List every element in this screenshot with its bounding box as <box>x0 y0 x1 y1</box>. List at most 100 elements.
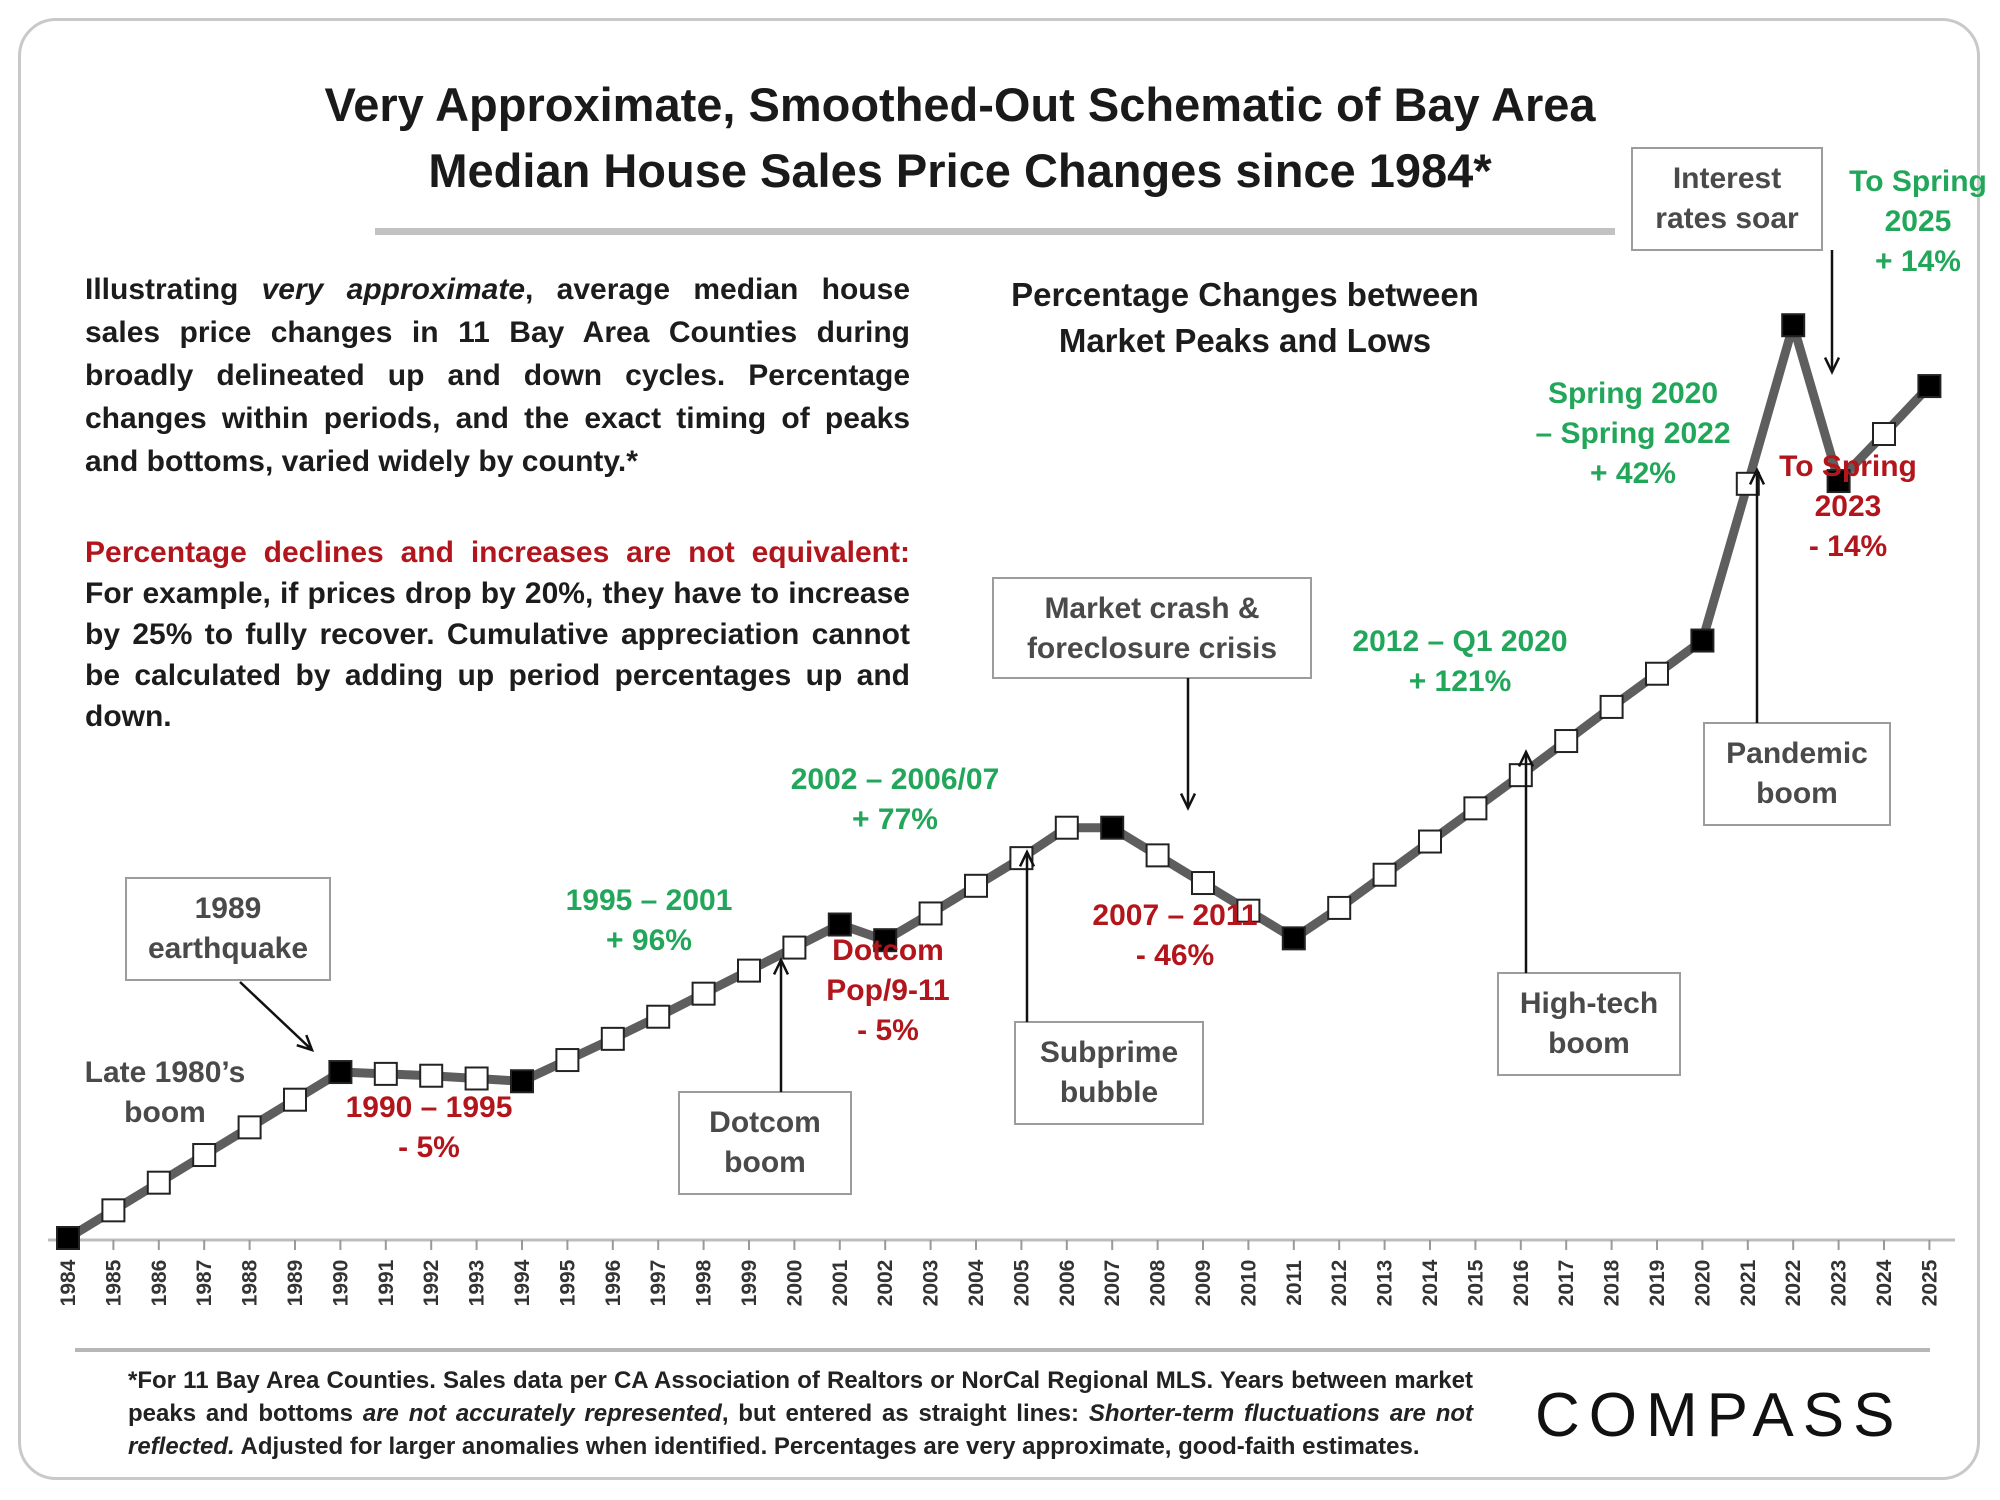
x-tick-label: 1990 <box>329 1260 352 1307</box>
data-point-marker <box>1508 763 1533 788</box>
annotation-box <box>1497 972 1681 1076</box>
data-point-marker <box>1554 729 1579 754</box>
x-tick-label: 2024 <box>1873 1259 1896 1306</box>
annotation-label: Late 1980’s <box>85 1056 246 1089</box>
title-divider <box>375 228 1615 235</box>
footnote-emphasis-1: are not accurately represented <box>362 1400 722 1427</box>
x-tick-label: 2012 <box>1328 1260 1351 1307</box>
annotation-label: Market crash & <box>1044 592 1259 625</box>
period-change-label: + 14% <box>1875 245 1961 278</box>
x-tick-label: 1996 <box>602 1260 625 1307</box>
x-tick-label: 2002 <box>874 1260 897 1307</box>
desc-text-a: Illustrating <box>85 273 262 306</box>
x-tick-label: 1993 <box>466 1260 489 1307</box>
chart-frame <box>18 18 1980 1480</box>
x-tick-label: 2006 <box>1056 1260 1079 1307</box>
annotation-label: rates soar <box>1655 202 1799 235</box>
equivalence-note-heading: Percentage declines and increases are no… <box>85 536 910 569</box>
annotation-box <box>678 1091 852 1195</box>
period-change-label: - 5% <box>398 1131 460 1164</box>
period-change-label: 1990 – 1995 <box>346 1091 513 1124</box>
footnote-text-c: Adjusted for larger anomalies when ident… <box>234 1433 1420 1460</box>
x-tick-label: 2014 <box>1419 1259 1442 1306</box>
annotation-box <box>1631 147 1823 251</box>
turning-point-marker <box>873 928 898 953</box>
annotation-box <box>1014 1021 1204 1125</box>
annotation-label: boom <box>124 1096 206 1129</box>
x-tick-label: 2019 <box>1646 1260 1669 1307</box>
period-change-label: Spring 2020 <box>1548 377 1718 410</box>
footnote-emphasis-2: Shorter-term fluctuations are not reflec… <box>128 1400 1474 1460</box>
turning-point-marker <box>56 1226 80 1250</box>
annotation-label: High-tech <box>1520 987 1658 1020</box>
x-tick-label: 1998 <box>693 1259 716 1306</box>
data-point-marker <box>1463 796 1488 821</box>
period-change-label: 2023 <box>1815 490 1882 523</box>
annotation-label: Dotcom <box>709 1106 821 1139</box>
x-tick-label: 2004 <box>965 1259 988 1306</box>
period-change-label: 2012 – Q1 2020 <box>1352 625 1567 658</box>
x-tick-label: 1992 <box>420 1260 443 1307</box>
data-point-marker <box>1735 471 1760 496</box>
arrowhead <box>1517 749 1535 767</box>
x-tick-label: 1997 <box>647 1260 670 1307</box>
data-point-marker <box>419 1063 444 1088</box>
period-change-label: + 96% <box>606 924 692 957</box>
data-point-marker <box>373 1061 398 1086</box>
footnote: *For 11 Bay Area Counties. Sales data pe… <box>128 1364 1473 1463</box>
data-point-marker <box>1599 694 1624 719</box>
footnote-text-a: *For 11 Bay Area Counties. Sales data pe… <box>128 1367 1473 1427</box>
data-point-marker <box>1236 898 1261 923</box>
x-tick-label: 1994 <box>511 1259 534 1306</box>
x-tick-label: 2020 <box>1691 1260 1714 1307</box>
data-point-marker <box>1872 422 1896 447</box>
x-tick-label: 2001 <box>829 1259 852 1306</box>
period-change-label: - 14% <box>1809 530 1887 563</box>
x-tick-label: 2021 <box>1737 1259 1760 1306</box>
x-tick-label: 1984 <box>57 1259 80 1306</box>
x-tick-label: 2007 <box>1101 1260 1124 1307</box>
period-change-label: 2007 – 2011 <box>1092 899 1257 932</box>
x-tick-label: 2005 <box>1010 1259 1033 1306</box>
x-tick-label: 1988 <box>239 1259 262 1306</box>
data-point-marker <box>646 1004 671 1029</box>
annotation-label: 1989 <box>195 892 262 925</box>
turning-point-marker <box>1826 469 1851 494</box>
turning-point-marker <box>1281 926 1306 951</box>
data-point-marker <box>1418 829 1442 854</box>
data-point-marker <box>464 1066 489 1091</box>
data-point-marker <box>192 1143 217 1168</box>
x-tick-label: 2023 <box>1828 1260 1851 1307</box>
arrowhead <box>1179 793 1197 811</box>
data-point-marker <box>918 901 943 926</box>
period-change-label: 2002 – 2006/07 <box>791 763 1000 796</box>
data-point-marker <box>146 1170 171 1195</box>
chart-title: Very Approximate, Smoothed-Out Schematic… <box>240 72 1680 204</box>
period-change-label: – Spring 2022 <box>1535 417 1730 450</box>
x-tick-label: 1989 <box>284 1260 307 1307</box>
arrowhead <box>772 957 790 975</box>
x-tick-label: 1995 <box>556 1259 579 1306</box>
period-change-label: Pop/9-11 <box>826 974 949 1007</box>
arrowhead <box>1018 849 1036 867</box>
subheading-line-2: Market Peaks and Lows <box>1058 322 1432 359</box>
turning-point-marker <box>1100 815 1125 840</box>
period-change-label: + 77% <box>852 803 938 836</box>
period-change-label: - 46% <box>1136 939 1214 972</box>
data-point-marker <box>101 1198 126 1223</box>
x-tick-label: 1987 <box>193 1260 216 1307</box>
x-tick-label: 2025 <box>1918 1259 1941 1306</box>
annotation-label: earthquake <box>148 932 308 965</box>
equivalence-note: Percentage declines and increases are no… <box>85 532 910 737</box>
desc-text-b: , average median house sales price chang… <box>85 273 910 478</box>
turning-point-marker <box>1690 628 1715 653</box>
data-point-marker <box>237 1115 262 1140</box>
annotation-box <box>1703 722 1891 826</box>
period-change-label: To Spring <box>1849 165 1987 198</box>
data-point-marker <box>1191 871 1215 896</box>
data-point-marker <box>1327 895 1352 920</box>
data-point-marker <box>737 958 761 983</box>
description-paragraph: Illustrating very approximate, average m… <box>85 268 910 483</box>
data-point-marker <box>555 1048 580 1073</box>
